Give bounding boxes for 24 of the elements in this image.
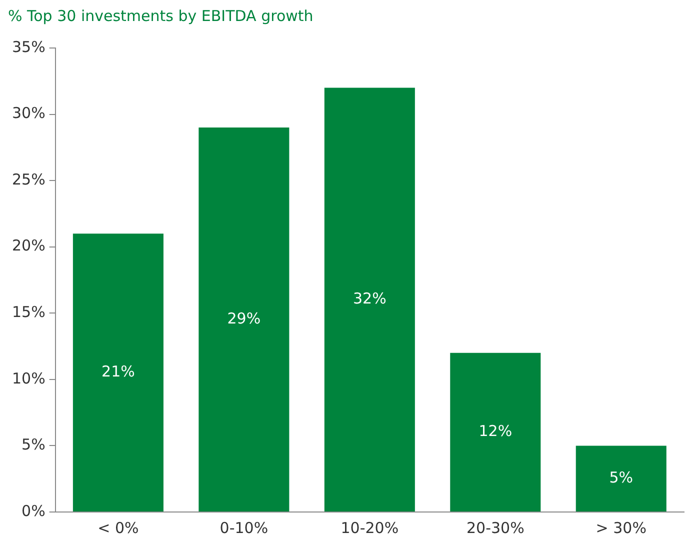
x-tick-label: < 0% [98, 518, 139, 537]
y-tick-label: 10% [12, 369, 46, 388]
data-label: 12% [478, 422, 512, 440]
data-label: 29% [227, 309, 261, 328]
x-tick-label: 20-30% [466, 518, 524, 537]
data-label: 32% [353, 290, 386, 308]
y-tick-label: 15% [12, 303, 46, 322]
x-tick-label: 0-10% [220, 518, 268, 537]
y-tick-label: 25% [12, 170, 46, 188]
bar [324, 88, 415, 512]
bar [450, 352, 541, 512]
data-label: 5% [609, 468, 634, 486]
y-tick-label: 0% [22, 502, 46, 520]
bar [198, 128, 290, 512]
bar [576, 446, 666, 512]
y-tick-label: 5% [22, 436, 46, 454]
data-label: 21% [102, 362, 135, 380]
bar [72, 234, 164, 512]
y-tick-label: 35% [12, 38, 46, 56]
y-tick-label: 20% [12, 236, 46, 255]
y-tick-label: 30% [12, 104, 46, 122]
x-tick-label: 10-20% [340, 518, 399, 537]
x-tick-label: > 30% [596, 518, 646, 537]
chart-title: % Top 30 investments by EBITDA growth [8, 6, 314, 25]
